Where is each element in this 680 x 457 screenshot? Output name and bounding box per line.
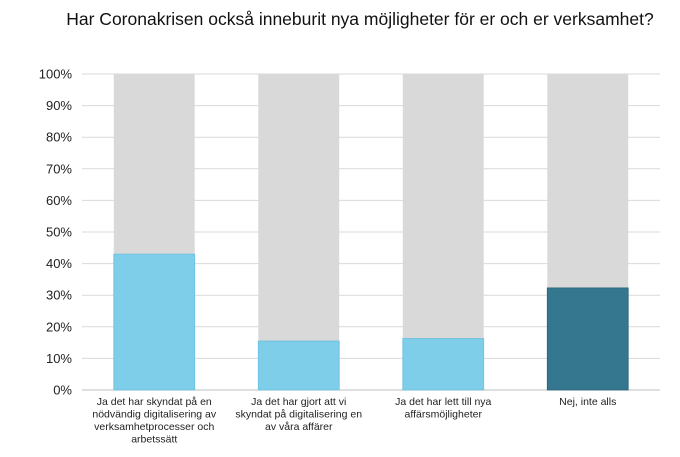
bar — [113, 253, 196, 391]
x-category-label-line: Nej, inte alls — [559, 396, 616, 408]
y-tick-label: 100% — [39, 67, 73, 82]
y-tick-label: 30% — [46, 288, 72, 303]
bar — [546, 287, 629, 391]
y-axis-ticks: 0% 10% 20% 30% 40% 50% 60% 70% 80% 90% 100% — [39, 67, 73, 398]
y-tick-label: 40% — [46, 256, 72, 271]
x-category-label-line: av våra affärer — [265, 421, 333, 433]
x-category-label: Ja det har gjort att vi skyndat på digita… — [235, 396, 362, 433]
bars — [113, 74, 629, 391]
x-category-label: Ja det har skyndat på en nödvändig digita… — [92, 396, 216, 446]
x-category-label: Nej, inte alls — [559, 396, 616, 408]
y-tick-label: 50% — [46, 225, 72, 240]
y-tick-label: 60% — [46, 193, 72, 208]
y-tick-label: 90% — [46, 98, 72, 113]
y-tick-label: 0% — [53, 383, 72, 398]
bar — [257, 340, 340, 391]
y-tick-label: 80% — [46, 130, 72, 145]
x-category-label-line: Ja det har gjort att vi — [251, 396, 346, 408]
x-category-label-line: skyndat på digitalisering en — [235, 409, 362, 421]
x-category-label-line: arbetssätt — [131, 434, 177, 446]
x-axis-categories: Ja det har skyndat på en nödvändig digita… — [92, 396, 616, 446]
bar-background — [258, 74, 340, 390]
chart-title: Har Coronakrisen också inneburit nya möj… — [66, 9, 654, 29]
x-category-label-line: affärsmöjligheter — [405, 409, 483, 421]
x-category-label: Ja det har lett till nya affärsmöjlighete… — [395, 396, 491, 421]
y-tick-label: 70% — [46, 161, 72, 176]
y-tick-label: 10% — [46, 351, 72, 366]
bar — [402, 338, 485, 391]
x-category-label-line: Ja det har skyndat på en — [97, 396, 212, 408]
x-category-label-line: Ja det har lett till nya — [395, 396, 491, 408]
x-category-label-line: verksamhetprocesser och — [94, 421, 214, 433]
y-tick-label: 20% — [46, 319, 72, 334]
bar-background — [402, 74, 484, 390]
x-category-label-line: nödvändig digitalisering av — [92, 409, 216, 421]
